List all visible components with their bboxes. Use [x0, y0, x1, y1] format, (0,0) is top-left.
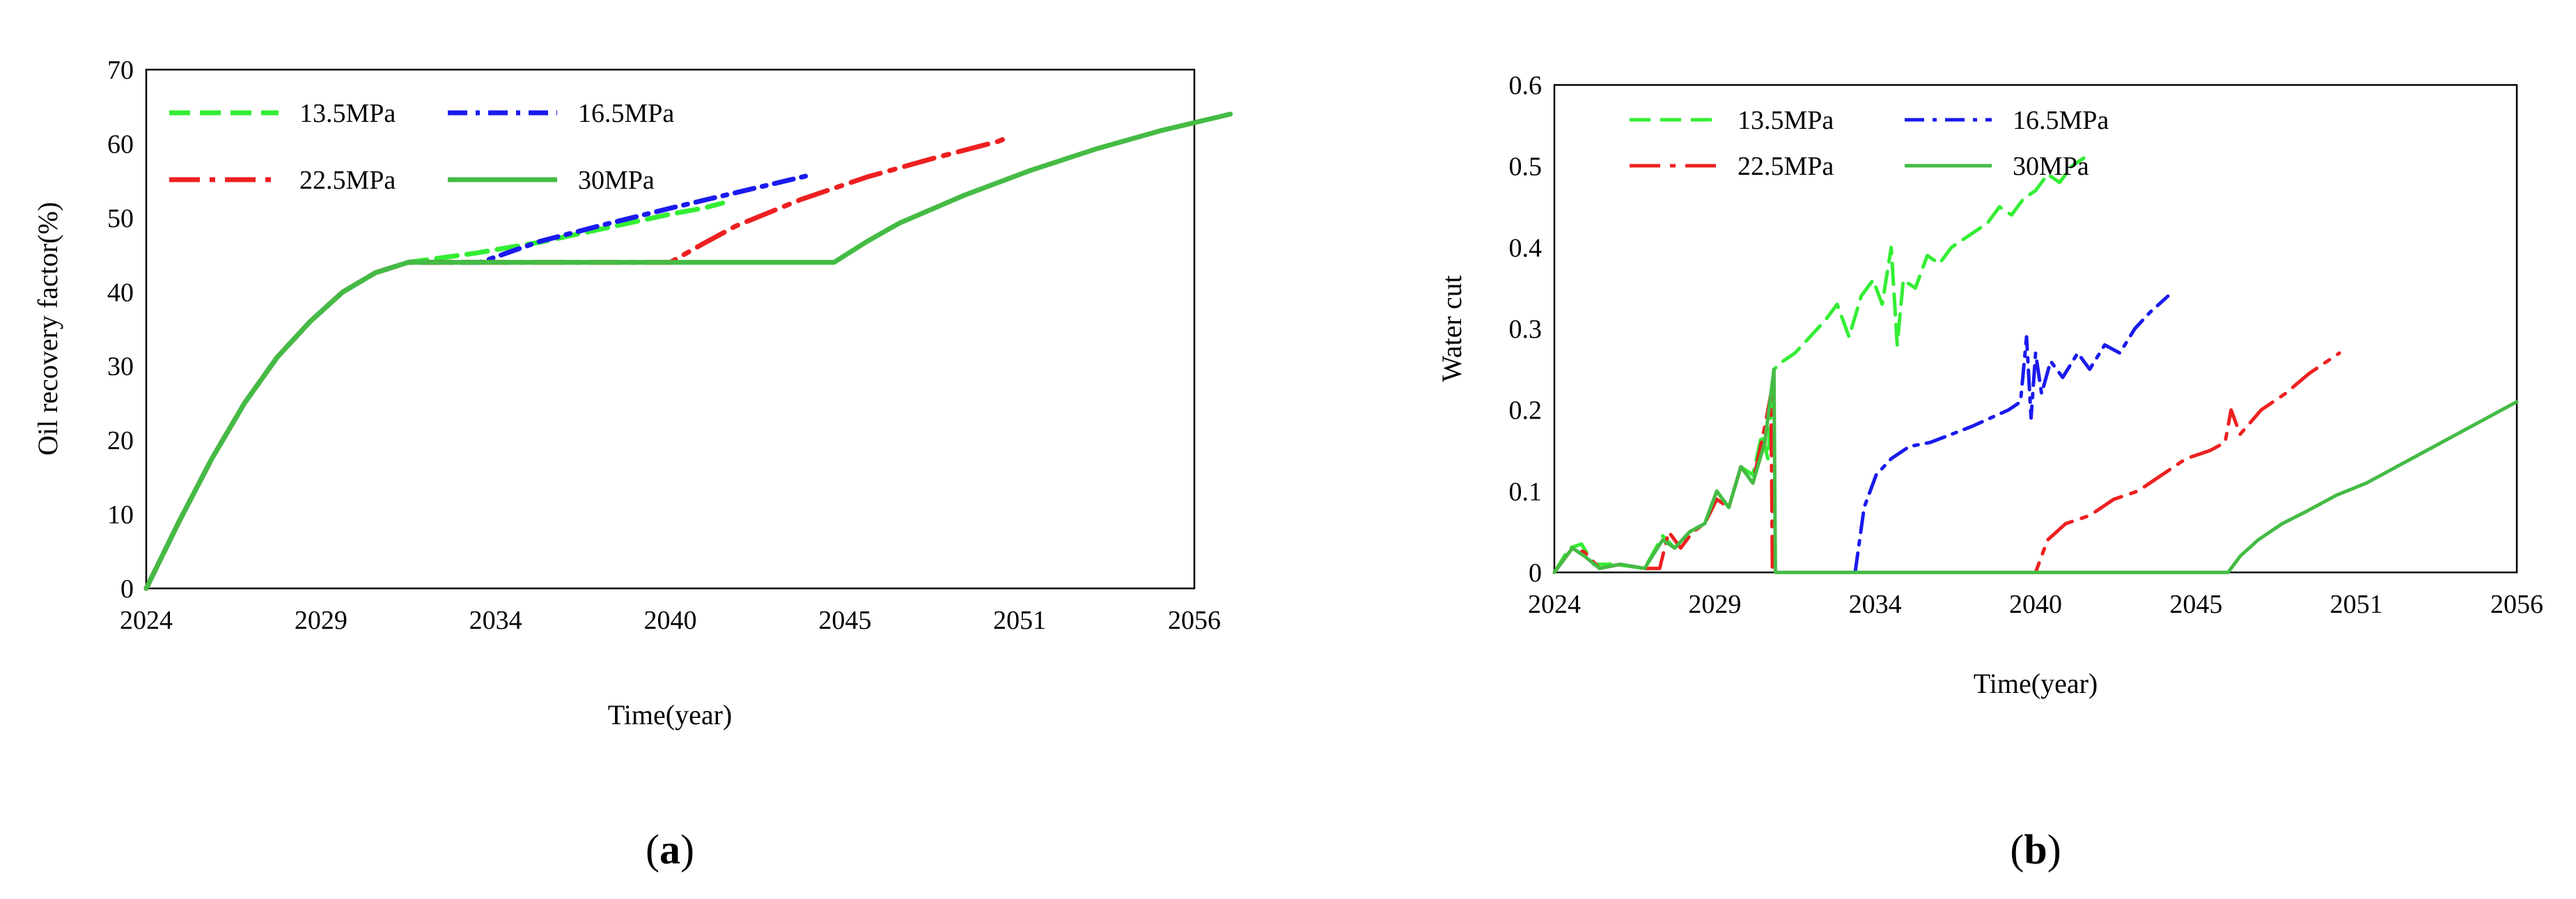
x-tick-label: 2045: [818, 606, 871, 635]
legend-label: 22.5MPa: [1738, 152, 1834, 181]
y-tick-label: 0.5: [1509, 153, 1543, 182]
x-tick-labels: 2024 2029 2034 2040 2045 2051 2056: [120, 606, 1221, 635]
panel-label-b: (b): [2010, 827, 2061, 873]
legend-label: 16.5MPa: [578, 99, 674, 128]
legend: 13.5MPa 16.5MPa 22.5MPa 30MPa: [1630, 106, 2109, 181]
legend-label: 16.5MPa: [2013, 106, 2109, 135]
x-tick-label: 2056: [1168, 606, 1221, 635]
y-tick-label: 0: [1529, 558, 1542, 588]
y-axis-label: Oil recovery factor(%): [32, 202, 63, 455]
legend-label: 30MPa: [2013, 152, 2089, 181]
y-tick-label: 0.4: [1509, 233, 1543, 263]
panel-label-a: (a): [646, 827, 694, 873]
y-tick-label: 20: [107, 426, 134, 455]
x-tick-label: 2040: [2009, 590, 2062, 619]
y-tick-labels: 0 0.1 0.2 0.3 0.4 0.5 0.6: [1509, 71, 1543, 588]
legend-label: 13.5MPa: [1738, 106, 1834, 135]
series-layer: [143, 111, 1233, 591]
series-layer: [1552, 156, 2519, 574]
y-tick-label: 0.6: [1509, 71, 1543, 100]
x-tick-label: 2024: [1528, 590, 1581, 619]
x-tick-label: 2024: [120, 606, 173, 635]
chart-panel-a: 0 10 20 30 40 50 60 70 2024 2029 2034 2040 2045 2051…: [32, 56, 1233, 873]
legend-label: 13.5MPa: [299, 99, 396, 128]
x-tick-labels: 2024 2029 2034 2040 2045 2051 2056: [1528, 590, 2543, 619]
y-axis-label: Water cut: [1436, 275, 1467, 382]
y-tick-label: 70: [107, 56, 134, 85]
chart-panel-b: 0 0.1 0.2 0.3 0.4 0.5 0.6 2024 2029 2034 2040 2045…: [1436, 71, 2543, 873]
y-tick-label: 60: [107, 130, 134, 159]
series-line-16.5MPa: [1853, 294, 2170, 574]
x-tick-label: 2034: [469, 606, 522, 635]
series-line-30MPa: [143, 111, 1233, 591]
legend-label: 30MPa: [578, 166, 655, 195]
series-line-13.5MPa: [1552, 156, 2086, 574]
y-tick-label: 10: [107, 501, 134, 530]
x-tick-label: 2034: [1849, 590, 1902, 619]
x-axis-label: Time(year): [608, 699, 732, 730]
legend-label: 22.5MPa: [299, 166, 396, 195]
plot-area-frame: [145, 68, 1196, 590]
x-tick-label: 2029: [1688, 590, 1741, 619]
x-tick-label: 2045: [2169, 590, 2222, 619]
x-tick-label: 2051: [993, 606, 1046, 635]
y-tick-label: 30: [107, 352, 134, 382]
series-line-16.5MPa: [143, 173, 811, 591]
x-tick-label: 2040: [644, 606, 697, 635]
x-tick-label: 2029: [295, 606, 348, 635]
series-line-22.5MPa: [1552, 351, 2341, 574]
x-tick-label: 2051: [2330, 590, 2383, 619]
y-tick-label: 0.1: [1509, 477, 1543, 506]
y-tick-label: 40: [107, 278, 134, 307]
y-tick-label: 0.3: [1509, 315, 1543, 344]
series-line-30MPa: [1552, 367, 2519, 574]
y-tick-labels: 0 10 20 30 40 50 60 70: [107, 56, 134, 604]
x-axis-label: Time(year): [1974, 668, 2098, 699]
legend: 13.5MPa 16.5MPa 22.5MPa 30MPa: [169, 99, 674, 195]
y-tick-label: 0.2: [1509, 396, 1543, 425]
y-tick-label: 50: [107, 204, 134, 233]
y-tick-label: 0: [120, 574, 134, 604]
x-tick-label: 2056: [2490, 590, 2543, 619]
